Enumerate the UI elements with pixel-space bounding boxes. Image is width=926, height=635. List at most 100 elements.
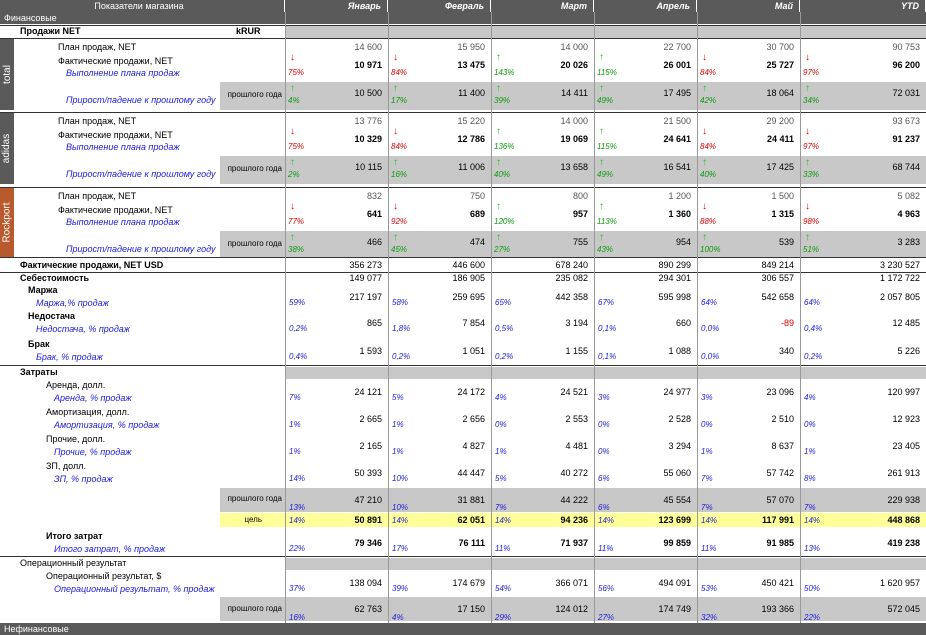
- salary-prev-bg: [220, 488, 926, 512]
- salary-prev-pct: 7%: [804, 503, 816, 512]
- growth-pct: 39%: [494, 96, 511, 105]
- plan-value: 29 200: [766, 116, 794, 126]
- up-arrow-icon: ↑: [393, 157, 398, 168]
- up-arrow-icon: ↑: [599, 126, 604, 137]
- brand-name: total: [1, 64, 13, 84]
- row-divider: [0, 365, 926, 366]
- plan-label: План продаж, NET: [58, 116, 137, 126]
- shortage-value: -89: [780, 318, 794, 328]
- amort-pct: 0%: [701, 420, 713, 429]
- down-arrow-icon: ↓: [393, 126, 398, 137]
- margin-pct: 65%: [495, 298, 512, 307]
- plan-value: 13 776: [354, 116, 382, 126]
- salary-value: 44 447: [457, 468, 485, 478]
- up-arrow-icon: ↑: [599, 52, 604, 63]
- goal-value: 62 051: [457, 515, 485, 525]
- fact-value: 10 329: [354, 134, 382, 144]
- defect-pct: 0,0%: [701, 352, 720, 361]
- fact-usd-value: 849 214: [761, 260, 794, 270]
- defect-value: 1 593: [359, 346, 382, 356]
- defect-pct: 0,2%: [804, 352, 823, 361]
- amort-value: 2 656: [462, 414, 485, 424]
- defect-pct: 0,1%: [598, 352, 617, 361]
- plan-value: 14 000: [560, 42, 588, 52]
- fact-usd-label: Фактические продажи, NET USD: [20, 260, 164, 270]
- goal-pct: 14%: [598, 516, 615, 525]
- perf-pct: 84%: [700, 142, 717, 151]
- perf-pct: 77%: [288, 217, 305, 226]
- plan-value: 15 220: [457, 116, 485, 126]
- column-header: Показатели магазина Январь Февраль Март Апре…: [0, 0, 926, 12]
- up-arrow-icon: ↑: [496, 157, 501, 168]
- up-arrow-icon: ↑: [805, 157, 810, 168]
- goal-pct: 14%: [701, 516, 718, 525]
- margin-label: Маржа: [28, 285, 58, 295]
- margin-value: 217 197: [349, 292, 382, 302]
- growth-pct: 42%: [700, 96, 717, 105]
- rent-value: 24 172: [457, 387, 485, 397]
- amort-pct: 0%: [495, 420, 507, 429]
- costs-row-bg: [285, 367, 926, 379]
- perf-pct: 143%: [494, 68, 515, 77]
- defect-pct: 0,2%: [495, 352, 514, 361]
- shortage-value: 660: [675, 318, 691, 328]
- goal-pct: 14%: [392, 516, 409, 525]
- prev-year-value: 17 495: [663, 88, 691, 98]
- op-pct: 50%: [804, 584, 821, 593]
- perf-pct: 88%: [700, 217, 717, 226]
- fact-value: 24 411: [766, 134, 794, 144]
- op-value: 494 091: [658, 578, 691, 588]
- prev-year-value: 16 541: [663, 162, 691, 172]
- cost-value: 186 905: [452, 273, 485, 283]
- down-arrow-icon: ↓: [290, 201, 295, 212]
- salary-value: 50 393: [354, 468, 382, 478]
- brand-label-2: Rockport: [0, 187, 14, 257]
- salary-prev-value: 44 222: [560, 495, 588, 505]
- defect-value: 1 051: [462, 346, 485, 356]
- shortage-pct: 0,1%: [598, 324, 617, 333]
- prev-year-value: 474: [469, 237, 485, 247]
- fact-value: 689: [469, 209, 485, 219]
- growth-pct: 49%: [597, 170, 614, 179]
- section-nonfinancial: Нефинансовые: [0, 623, 926, 635]
- column-divider: [800, 12, 801, 623]
- salary-prev-pct: 13%: [289, 503, 306, 512]
- section-financial: Финансовые: [0, 12, 926, 24]
- fact-value: 96 200: [892, 60, 920, 70]
- amort-pct: 1%: [289, 420, 301, 429]
- fact-value: 1 315: [771, 209, 794, 219]
- op-pct: 56%: [598, 584, 615, 593]
- growth-label: Прирост/падение к прошлому году: [66, 169, 216, 179]
- rent-pct: 4%: [804, 393, 816, 402]
- total-costs-pct: 13%: [804, 544, 821, 553]
- cost-value: 1 172 722: [879, 273, 920, 283]
- column-divider: [388, 12, 389, 623]
- op-pct: 39%: [392, 584, 409, 593]
- header-month-4: Апрель: [594, 0, 697, 12]
- column-divider: [697, 12, 698, 623]
- up-arrow-icon: ↑: [496, 83, 501, 94]
- plan-value: 15 950: [457, 42, 485, 52]
- growth-label: Прирост/падение к прошлому году: [66, 244, 216, 254]
- plan-value: 1 500: [771, 191, 794, 201]
- down-arrow-icon: ↓: [805, 201, 810, 212]
- fact-value: 19 069: [560, 134, 588, 144]
- fact-usd-value: 3 230 527: [879, 260, 920, 270]
- perf-pct: 113%: [597, 217, 617, 226]
- fact-value: 13 475: [457, 60, 485, 70]
- goal-value: 94 236: [560, 515, 588, 525]
- fact-label: Фактические продажи, NET: [58, 205, 173, 215]
- salary-pct: 8%: [804, 474, 816, 483]
- rent-value: 24 121: [354, 387, 382, 397]
- down-arrow-icon: ↓: [290, 126, 295, 137]
- header-month-5: Май: [697, 0, 800, 12]
- salary-prev-pct: 10%: [392, 503, 409, 512]
- other-sub-label: Прочие, % продаж: [54, 447, 132, 457]
- plan-value: 21 500: [663, 116, 691, 126]
- up-arrow-icon: ↑: [496, 126, 501, 137]
- other-label: Прочие, долл.: [46, 434, 106, 444]
- op-value: 1 620 957: [879, 578, 920, 588]
- up-arrow-icon: ↑: [290, 83, 295, 94]
- up-arrow-icon: ↑: [599, 201, 604, 212]
- up-arrow-icon: ↑: [393, 232, 398, 243]
